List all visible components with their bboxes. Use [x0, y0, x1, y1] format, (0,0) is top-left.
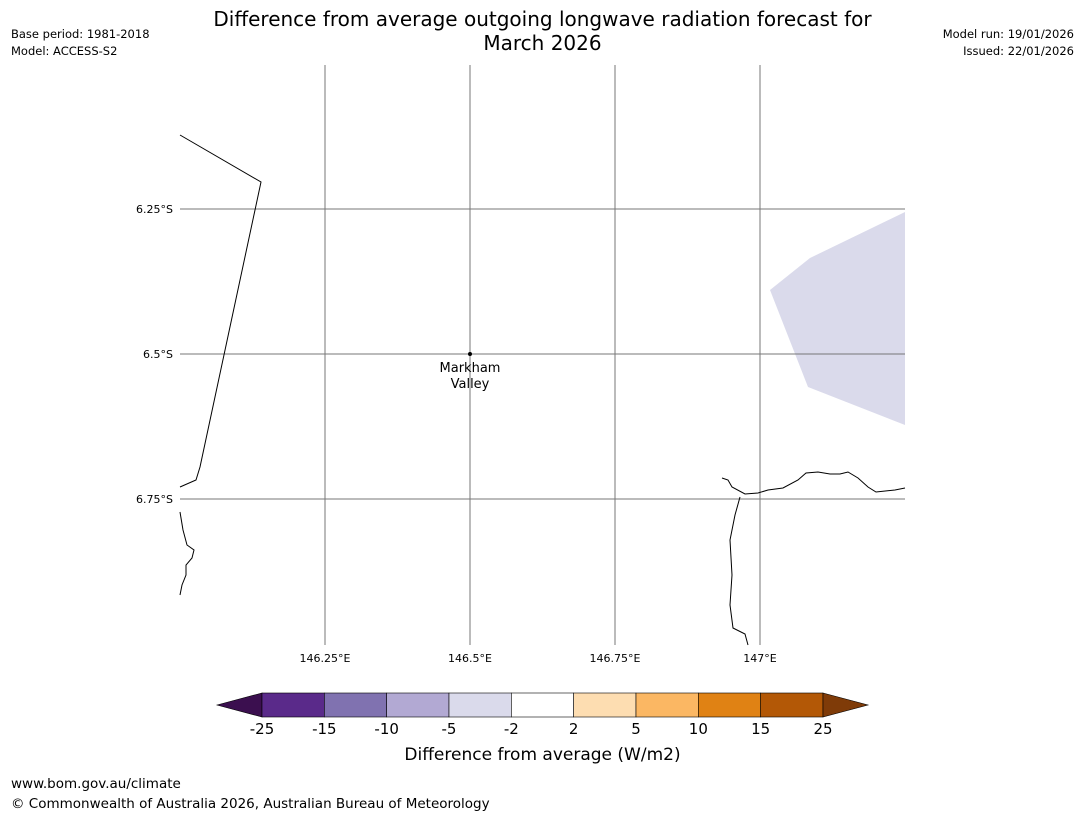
colorbar-tick-label: -10	[374, 720, 399, 738]
colorbar-tick-label: 5	[631, 720, 641, 738]
lon-label: 147°E	[743, 652, 776, 665]
coastline-river	[729, 496, 749, 646]
province-border	[179, 134, 262, 488]
lat-label: 6.25°S	[136, 203, 173, 216]
colorbar-segment	[386, 692, 450, 718]
colorbar-segment	[760, 692, 824, 718]
colorbar-segments	[215, 692, 870, 718]
coastline-east	[721, 471, 906, 495]
meta-left: Base period: 1981-2018 Model: ACCESS-S2	[11, 26, 150, 60]
model-name: Model: ACCESS-S2	[11, 44, 118, 58]
base-period: Base period: 1981-2018	[11, 27, 150, 41]
footer: www.bom.gov.au/climate © Commonwealth of…	[11, 774, 490, 814]
map: Markham Valley 6.25°S 6.5°S 6.75°S 146.2…	[136, 65, 906, 665]
colorbar-segment	[448, 692, 512, 718]
colorbar-segment	[511, 692, 574, 718]
colorbar-tick-label: 2	[568, 720, 579, 738]
colorbar	[215, 692, 870, 718]
colorbar-tick-label: -25	[249, 720, 275, 738]
colorbar-segment	[698, 692, 761, 718]
coastline-west	[179, 511, 195, 596]
issued-date: Issued: 22/01/2026	[963, 44, 1074, 58]
anomaly-region	[770, 212, 905, 425]
footer-copyright: © Commonwealth of Australia 2026, Austra…	[11, 796, 490, 812]
colorbar-tick-labels: -25 -15 -10 -5 -2 2 5 10 15 25	[0, 720, 1085, 740]
place-label-line2: Valley	[451, 377, 490, 392]
colorbar-extend-low	[215, 692, 263, 718]
title-line-1: Difference from average outgoing longwav…	[213, 7, 872, 31]
lon-label: 146.25°E	[300, 652, 351, 665]
colorbar-tick-label: 25	[813, 720, 833, 738]
colorbar-tick-label: -15	[312, 720, 337, 738]
place-label-line1: Markham	[440, 361, 501, 376]
colorbar-segment	[573, 692, 637, 718]
markham-valley-marker	[468, 352, 472, 356]
lon-label: 146.75°E	[590, 652, 641, 665]
colorbar-tick-label: 15	[751, 720, 771, 738]
colorbar-segment	[261, 692, 325, 718]
meta-right: Model run: 19/01/2026 Issued: 22/01/2026	[943, 26, 1074, 60]
colorbar-tick-label: -2	[503, 720, 519, 738]
colorbar-segment	[635, 692, 699, 718]
colorbar-extend-high	[822, 692, 870, 718]
model-run: Model run: 19/01/2026	[942, 27, 1074, 41]
colorbar-tick-label: 10	[688, 720, 708, 738]
colorbar-tick-label: -5	[441, 720, 457, 738]
lat-label: 6.75°S	[136, 493, 173, 506]
title-line-2: March 2026	[483, 31, 602, 55]
colorbar-title: Difference from average (W/m2)	[404, 745, 681, 765]
coastline	[179, 134, 906, 646]
lon-label: 146.5°E	[448, 652, 492, 665]
colorbar-segment	[324, 692, 387, 718]
gridlines	[180, 65, 905, 645]
footer-url[interactable]: www.bom.gov.au/climate	[11, 776, 181, 792]
lat-label: 6.5°S	[143, 348, 173, 361]
chart-title: Difference from average outgoing longwav…	[0, 7, 1085, 55]
